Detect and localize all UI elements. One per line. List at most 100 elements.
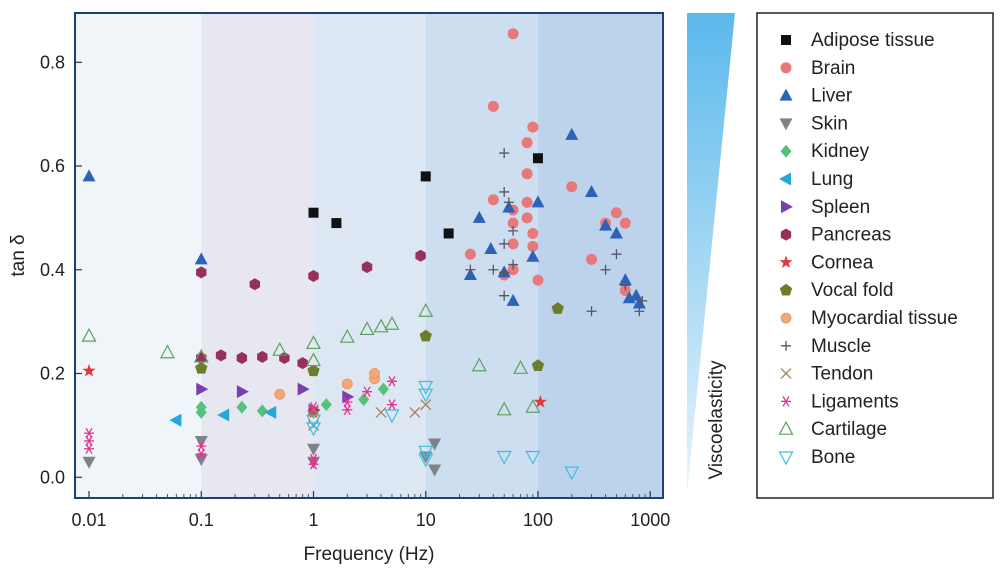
series-bone — [305, 380, 580, 481]
legend-marker — [778, 420, 794, 435]
background-band-3 — [425, 13, 538, 498]
data-point — [464, 248, 476, 260]
plot-frame — [74, 12, 664, 499]
y-tick-label: 0.2 — [40, 364, 65, 384]
legend-label: Spleen — [811, 197, 870, 218]
data-point — [508, 259, 519, 270]
data-point — [418, 380, 434, 395]
legend-item: Lung — [779, 169, 853, 190]
data-point — [159, 344, 175, 359]
data-point — [297, 357, 308, 370]
data-point — [341, 378, 353, 390]
legend-item: Pancreas — [780, 225, 891, 246]
data-point — [362, 386, 373, 397]
legend-marker — [779, 88, 793, 101]
data-point — [418, 445, 434, 460]
x-tick-label: 1 — [308, 510, 318, 530]
legend-marker — [780, 368, 792, 380]
legend-marker — [779, 283, 793, 296]
legend-item: Bone — [778, 447, 855, 468]
data-point — [599, 218, 613, 231]
x-tick-label: 100 — [523, 510, 553, 530]
data-point — [308, 404, 319, 416]
data-point — [384, 315, 400, 330]
y-tick-label: 0.8 — [40, 52, 65, 72]
data-point — [443, 228, 454, 239]
legend-item: Adipose tissue — [781, 30, 935, 51]
data-point — [428, 464, 442, 477]
data-point — [586, 306, 597, 317]
data-point — [373, 318, 389, 333]
legend-marker — [778, 451, 794, 466]
data-point — [532, 274, 544, 286]
data-point — [369, 368, 380, 379]
series-muscle — [465, 148, 648, 317]
legend-marker — [781, 396, 791, 407]
data-point — [409, 406, 421, 418]
data-point — [305, 352, 322, 367]
legend-item: Cornea — [779, 252, 874, 273]
data-point — [420, 399, 432, 411]
data-point — [637, 295, 648, 306]
y-axis-title: tan δ — [8, 234, 29, 276]
data-point — [521, 168, 533, 180]
x-tick-label: 10 — [416, 510, 436, 530]
data-point — [507, 264, 519, 276]
legend-label: Adipose tissue — [811, 30, 935, 51]
y-tick-label: 0.4 — [40, 260, 65, 280]
data-point — [84, 443, 95, 455]
legend-label: Skin — [811, 113, 848, 134]
data-point — [308, 458, 319, 470]
legend-label: Vocal fold — [811, 280, 893, 301]
data-point — [274, 388, 286, 400]
data-point — [384, 409, 400, 424]
series-adipose-tissue — [308, 153, 543, 239]
data-point — [521, 196, 533, 208]
legend-marker — [779, 118, 793, 131]
data-point — [195, 405, 207, 419]
data-point — [272, 341, 288, 356]
data-point — [331, 218, 342, 229]
data-point — [305, 422, 322, 437]
data-point — [420, 171, 431, 182]
data-point — [526, 249, 540, 262]
data-point — [533, 395, 548, 408]
data-point — [565, 127, 579, 140]
legend-item: Spleen — [781, 197, 870, 218]
data-point — [386, 375, 397, 387]
legend-label: Pancreas — [811, 225, 891, 246]
legend-item: Cartilage — [778, 419, 887, 440]
data-point — [499, 238, 510, 249]
viscoelasticity-gradient-wedge — [687, 13, 735, 493]
data-point — [297, 382, 310, 396]
x-tick-label: 1000 — [630, 510, 670, 530]
data-point — [320, 398, 332, 412]
data-point — [193, 348, 209, 363]
legend-marker — [780, 62, 792, 74]
data-point — [527, 227, 539, 239]
background-band-2 — [313, 13, 426, 498]
data-point — [521, 212, 533, 224]
data-point — [236, 351, 248, 364]
legend-marker — [781, 340, 791, 351]
legend-label: Ligaments — [811, 391, 899, 412]
data-point — [619, 217, 631, 229]
data-point — [342, 390, 355, 404]
legend-label: Myocardial tissue — [811, 308, 958, 329]
data-point — [308, 207, 319, 218]
legend-item: Skin — [779, 113, 848, 134]
series-ligaments — [84, 375, 397, 470]
data-point — [513, 360, 529, 374]
data-point — [308, 453, 319, 465]
data-points — [81, 28, 648, 481]
data-point — [566, 181, 578, 193]
data-point — [472, 210, 486, 223]
data-point — [82, 169, 96, 182]
legend-marker — [779, 172, 791, 186]
x-axis-title: Frequency (Hz) — [304, 544, 435, 565]
series-brain — [464, 28, 631, 297]
data-point — [306, 405, 321, 419]
legend: Adipose tissue Brain Liver Skin Kidney Lung Sp… — [778, 30, 958, 468]
data-point — [499, 290, 510, 301]
